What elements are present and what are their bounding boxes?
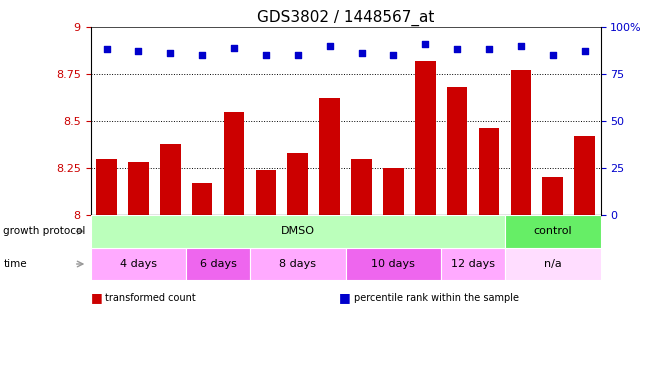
Point (452, 46, 462, 53)
Bar (319, 98, 340, 215)
Text: ■: ■ (91, 291, 103, 304)
Bar (351, 159, 372, 215)
Text: 4 days: 4 days (120, 259, 157, 269)
Text: 10 days: 10 days (372, 259, 415, 269)
Bar (574, 136, 595, 215)
Bar (415, 61, 435, 215)
Text: time: time (3, 259, 27, 269)
Text: 12 days: 12 days (451, 259, 495, 269)
Bar (128, 162, 149, 215)
Bar (96, 159, 117, 215)
Point (356, 50, 367, 56)
Bar (256, 170, 276, 215)
Bar (542, 177, 563, 215)
Bar (505, 248, 601, 280)
Point (324, 43, 335, 49)
Point (229, 45, 240, 51)
Title: GDS3802 / 1448567_at: GDS3802 / 1448567_at (257, 9, 434, 25)
Bar (223, 111, 244, 215)
Point (548, 52, 558, 58)
Point (515, 43, 526, 49)
Bar (192, 183, 213, 215)
Text: growth protocol: growth protocol (3, 226, 86, 237)
Bar (287, 153, 308, 215)
Bar (186, 248, 250, 280)
Bar (160, 144, 180, 215)
Text: ■: ■ (339, 291, 351, 304)
Text: n/a: n/a (544, 259, 562, 269)
Point (293, 52, 303, 58)
Bar (346, 248, 441, 280)
Bar (383, 168, 404, 215)
Text: control: control (533, 226, 572, 237)
Bar (447, 87, 468, 215)
Point (388, 52, 399, 58)
Text: DMSO: DMSO (280, 226, 315, 237)
Bar (91, 248, 186, 280)
Point (197, 52, 207, 58)
Text: transformed count: transformed count (105, 293, 196, 303)
Text: 6 days: 6 days (200, 259, 236, 269)
Bar (478, 129, 499, 215)
Point (484, 46, 495, 53)
Bar (91, 215, 505, 248)
Point (260, 52, 271, 58)
Point (165, 50, 176, 56)
Bar (250, 248, 346, 280)
Text: percentile rank within the sample: percentile rank within the sample (354, 293, 519, 303)
Point (133, 48, 144, 55)
Point (579, 48, 590, 55)
Bar (442, 248, 505, 280)
Text: 8 days: 8 days (279, 259, 316, 269)
Bar (505, 215, 601, 248)
Point (101, 46, 112, 53)
Bar (511, 70, 531, 215)
Point (420, 41, 431, 47)
